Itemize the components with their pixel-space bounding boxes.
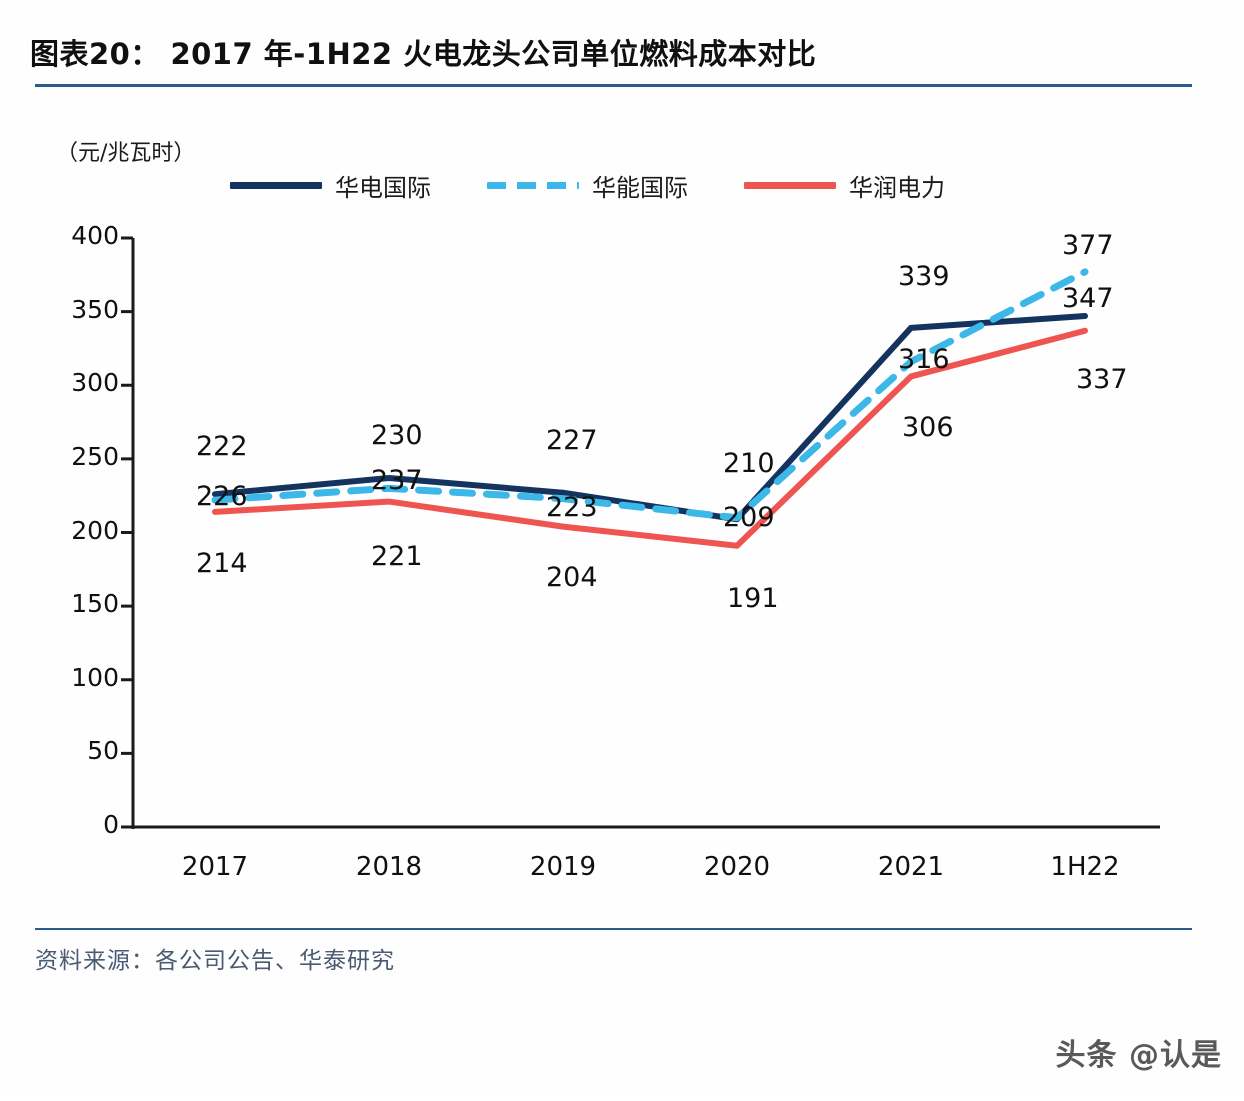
x-axis-tick-label: 2019 (529, 852, 597, 882)
data-point-label: 316 (898, 344, 950, 375)
y-axis-tick-label: 250 (71, 441, 119, 471)
data-point-label: 377 (1062, 230, 1114, 261)
data-point-label: 210 (723, 448, 775, 479)
footer-divider (35, 928, 1192, 930)
legend-swatch-icon-huadian (230, 182, 322, 189)
legend-item-huaneng[interactable]: 华能国际 (487, 168, 688, 203)
data-point-label: 347 (1062, 283, 1114, 314)
legend-label-huadian: 华电国际 (335, 174, 431, 202)
y-axis-tick-label: 100 (71, 662, 119, 692)
legend-swatch-icon-huaneng (487, 182, 579, 189)
data-point-label: 191 (727, 583, 779, 614)
data-point-label: 230 (371, 420, 423, 451)
data-point-label: 306 (902, 412, 954, 443)
title-divider (35, 84, 1192, 87)
x-axis-tick-label: 2018 (355, 852, 423, 882)
data-point-label: 226 (196, 481, 248, 512)
x-axis-tick-label: 2020 (703, 852, 771, 882)
legend-label-huaneng: 华能国际 (592, 174, 688, 202)
y-axis-tick-label: 50 (87, 736, 119, 766)
data-point-label: 204 (546, 562, 598, 593)
chart-legend: 华电国际 华能国际 华润电力 (230, 168, 945, 203)
y-axis-tick-label: 150 (71, 589, 119, 619)
legend-label-huarun: 华润电力 (849, 174, 945, 202)
legend-item-huadian[interactable]: 华电国际 (230, 168, 431, 203)
title-block: 图表20： 2017 年-1H22 火电龙头公司单位燃料成本对比 (30, 36, 1200, 87)
y-axis-tick-label: 0 (103, 810, 119, 839)
data-point-label: 209 (723, 502, 775, 533)
data-point-label: 214 (196, 548, 248, 579)
data-point-label: 221 (371, 541, 423, 572)
data-point-label: 222 (196, 431, 248, 462)
y-axis-tick-label: 350 (71, 294, 119, 324)
legend-item-huarun[interactable]: 华润电力 (744, 168, 945, 203)
y-axis-unit-label: （元/兆瓦时） (56, 141, 196, 166)
x-axis-tick-label: 2021 (877, 852, 945, 882)
page-title: 图表20： 2017 年-1H22 火电龙头公司单位燃料成本对比 (30, 37, 817, 71)
data-point-label: 223 (546, 492, 598, 523)
data-point-label: 339 (898, 261, 950, 292)
data-point-label: 337 (1076, 364, 1128, 395)
data-point-label: 237 (371, 465, 423, 496)
legend-swatch-icon-huarun (744, 182, 836, 189)
x-axis-tick-label: 2017 (181, 852, 249, 882)
watermark: 头条 @认是 (1055, 1038, 1222, 1073)
y-axis-tick-label: 400 (71, 221, 119, 250)
x-axis-tick-label: 1H22 (1050, 852, 1120, 882)
y-axis-tick-label: 200 (71, 515, 119, 545)
y-axis-tick-label: 300 (71, 368, 119, 398)
source-note: 资料来源：各公司公告、华泰研究 (35, 948, 395, 974)
data-point-label: 227 (546, 425, 598, 456)
